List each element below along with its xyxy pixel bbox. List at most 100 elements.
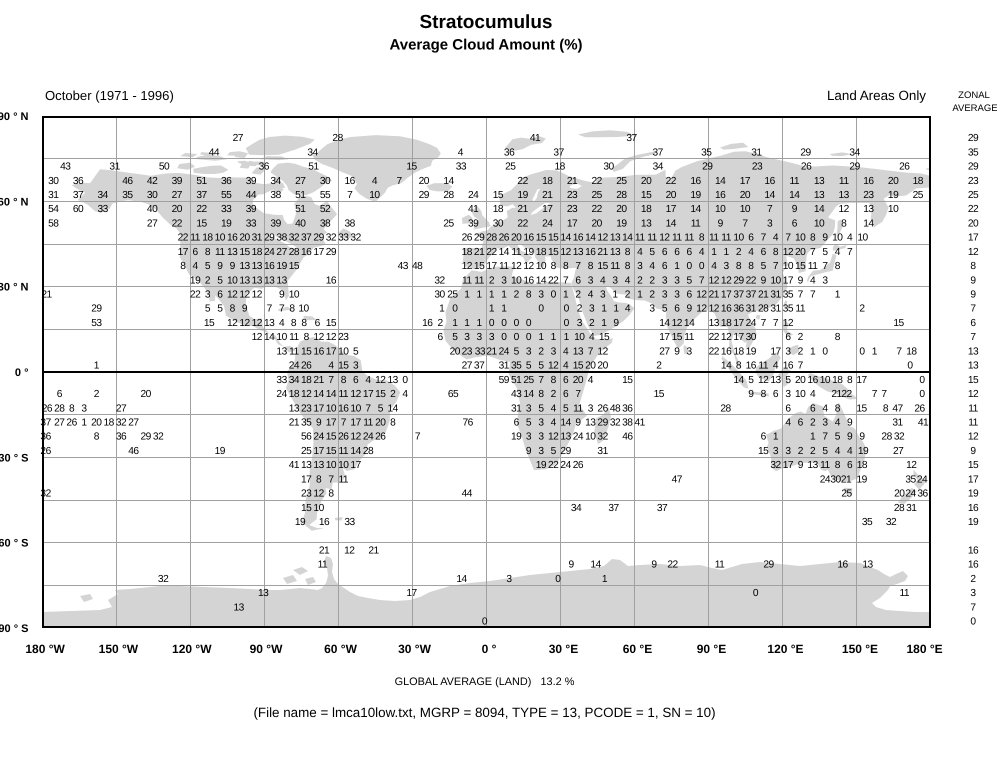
svg-text:11: 11 xyxy=(499,261,509,272)
svg-text:12: 12 xyxy=(227,290,238,301)
svg-text:50: 50 xyxy=(159,162,170,173)
svg-text:29: 29 xyxy=(313,233,324,244)
svg-text:15: 15 xyxy=(654,389,665,400)
svg-text:15: 15 xyxy=(406,162,417,173)
svg-text:26: 26 xyxy=(899,162,910,173)
svg-text:26: 26 xyxy=(573,460,584,471)
svg-text:13: 13 xyxy=(807,460,818,471)
svg-text:8: 8 xyxy=(841,218,847,229)
svg-text:9: 9 xyxy=(792,204,798,215)
svg-text:2: 2 xyxy=(205,275,211,286)
svg-text:24: 24 xyxy=(746,318,757,329)
svg-text:5: 5 xyxy=(538,361,544,372)
svg-text:14: 14 xyxy=(264,332,275,343)
svg-text:8: 8 xyxy=(316,474,322,485)
svg-text:17: 17 xyxy=(770,346,781,357)
svg-text:33: 33 xyxy=(221,204,232,215)
svg-text:21: 21 xyxy=(41,290,52,301)
svg-text:3: 3 xyxy=(785,446,791,457)
svg-text:10: 10 xyxy=(298,304,309,315)
svg-text:8: 8 xyxy=(835,403,841,414)
svg-text:12: 12 xyxy=(313,332,324,343)
svg-text:76: 76 xyxy=(463,418,474,429)
svg-text:32: 32 xyxy=(289,233,300,244)
svg-text:23: 23 xyxy=(567,204,578,215)
svg-text:14: 14 xyxy=(313,389,324,400)
svg-text:27: 27 xyxy=(233,133,244,144)
svg-text:9: 9 xyxy=(970,290,976,301)
svg-text:7: 7 xyxy=(970,304,976,315)
svg-text:48: 48 xyxy=(610,403,621,414)
svg-text:0: 0 xyxy=(538,304,544,315)
svg-text:14: 14 xyxy=(764,190,775,201)
svg-text:28: 28 xyxy=(363,446,374,457)
svg-text:19: 19 xyxy=(888,190,899,201)
svg-text:24: 24 xyxy=(560,460,571,471)
svg-text:18: 18 xyxy=(542,176,553,187)
svg-text:0: 0 xyxy=(859,346,865,357)
svg-text:8: 8 xyxy=(551,261,557,272)
svg-text:2: 2 xyxy=(798,332,804,343)
svg-text:39: 39 xyxy=(246,204,257,215)
svg-text:20: 20 xyxy=(450,346,461,357)
svg-text:9: 9 xyxy=(316,418,322,429)
svg-text:19: 19 xyxy=(511,432,522,443)
svg-text:29: 29 xyxy=(419,190,430,201)
svg-text:12: 12 xyxy=(968,432,979,443)
svg-text:25: 25 xyxy=(841,489,852,500)
svg-text:11: 11 xyxy=(610,261,620,272)
svg-text:32: 32 xyxy=(350,233,361,244)
svg-text:3: 3 xyxy=(674,275,680,286)
svg-text:17: 17 xyxy=(406,588,417,599)
svg-text:35: 35 xyxy=(905,474,916,485)
svg-text:12: 12 xyxy=(239,290,250,301)
svg-text:10: 10 xyxy=(574,332,585,343)
svg-text:14: 14 xyxy=(659,318,670,329)
svg-text:8: 8 xyxy=(699,233,705,244)
svg-text:9: 9 xyxy=(847,432,853,443)
svg-text:12: 12 xyxy=(375,375,386,386)
svg-text:2: 2 xyxy=(94,389,100,400)
svg-text:0: 0 xyxy=(501,332,507,343)
svg-text:22: 22 xyxy=(548,460,559,471)
svg-text:17: 17 xyxy=(326,346,337,357)
svg-text:30: 30 xyxy=(830,474,841,485)
svg-text:2: 2 xyxy=(798,346,804,357)
svg-text:6: 6 xyxy=(575,275,581,286)
svg-text:1: 1 xyxy=(538,332,544,343)
svg-text:13: 13 xyxy=(814,176,825,187)
svg-text:12: 12 xyxy=(597,233,608,244)
svg-text:13: 13 xyxy=(709,318,720,329)
svg-text:31: 31 xyxy=(597,446,608,457)
svg-text:12: 12 xyxy=(252,318,263,329)
svg-text:27: 27 xyxy=(116,403,127,414)
svg-text:5: 5 xyxy=(205,304,211,315)
svg-text:8: 8 xyxy=(551,375,557,386)
svg-text:1: 1 xyxy=(477,318,483,329)
svg-text:12: 12 xyxy=(523,261,534,272)
svg-text:5: 5 xyxy=(649,247,655,258)
svg-text:31: 31 xyxy=(770,304,781,315)
svg-text:3: 3 xyxy=(353,361,359,372)
svg-text:10: 10 xyxy=(276,332,287,343)
svg-text:10: 10 xyxy=(770,275,781,286)
svg-text:37: 37 xyxy=(626,133,637,144)
svg-text:14: 14 xyxy=(443,176,454,187)
svg-text:31: 31 xyxy=(109,162,120,173)
svg-text:19: 19 xyxy=(295,517,306,528)
svg-text:8: 8 xyxy=(625,261,631,272)
svg-text:13: 13 xyxy=(610,247,621,258)
svg-text:1: 1 xyxy=(773,432,779,443)
svg-text:16: 16 xyxy=(721,304,732,315)
svg-text:11: 11 xyxy=(215,247,225,258)
svg-text:26: 26 xyxy=(66,418,77,429)
svg-text:36: 36 xyxy=(40,432,51,443)
svg-text:13: 13 xyxy=(252,261,263,272)
svg-text:9: 9 xyxy=(575,418,581,429)
svg-text:24: 24 xyxy=(917,474,928,485)
svg-text:65: 65 xyxy=(448,389,459,400)
svg-text:36: 36 xyxy=(73,176,84,187)
svg-text:31: 31 xyxy=(48,190,59,201)
svg-text:36: 36 xyxy=(917,489,928,500)
svg-text:5: 5 xyxy=(378,403,384,414)
